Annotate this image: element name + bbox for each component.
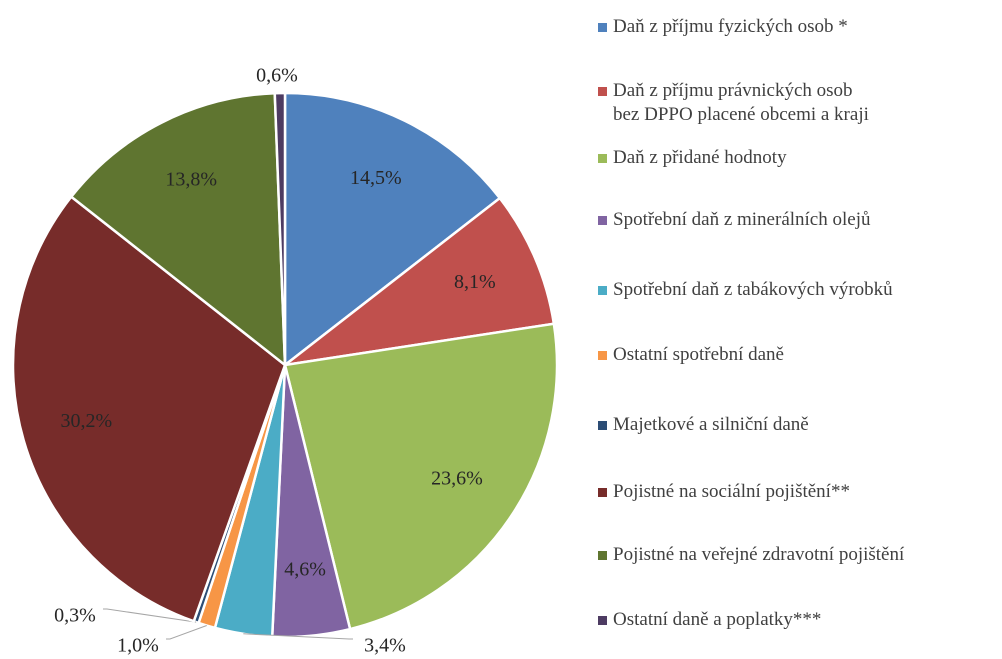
pie-slice: [283, 322, 559, 631]
pie-slice: [283, 91, 502, 368]
leader-line: [166, 625, 207, 640]
legend-item: Majetkové a silniční daně: [598, 413, 809, 437]
legend-item: Pojistné na veřejné zdravotní pojištění: [598, 543, 904, 567]
leader-line: [103, 608, 197, 623]
data-label: 30,2%: [61, 410, 113, 432]
legend-item: Spotřební daň z minerálních olejů: [598, 208, 870, 232]
legend-swatch: [598, 154, 607, 163]
data-label: 4,6%: [284, 558, 326, 580]
pie-slice: [273, 91, 287, 366]
legend-label: Daň z přidané hodnoty: [613, 147, 787, 168]
data-label: 23,6%: [431, 467, 483, 489]
legend-item: Daň z příjmu fyzických osob *: [598, 15, 848, 39]
data-label: 14,5%: [350, 167, 402, 189]
legend-swatch: [598, 421, 607, 430]
pie-slice: [280, 196, 556, 367]
legend-label: Daň z příjmu fyzických osob *: [613, 16, 848, 37]
legend-item: Pojistné na sociální pojištění**: [598, 480, 850, 504]
legend-swatch: [598, 216, 607, 225]
legend-swatch: [598, 286, 607, 295]
legend-item: Ostatní daně a poplatky***: [598, 608, 821, 632]
legend-label: Majetkové a silniční daně: [613, 414, 809, 435]
legend-item: Ostatní spotřební daně: [598, 343, 784, 367]
legend-label: Ostatní spotřební daně: [613, 344, 784, 365]
legend-label: Pojistné na sociální pojištění**: [613, 481, 850, 502]
legend-swatch: [598, 488, 607, 497]
legend-swatch: [598, 23, 607, 32]
legend-label: Spotřební daň z minerálních olejů: [613, 209, 871, 230]
legend-swatch: [598, 616, 607, 625]
legend-swatch: [598, 551, 607, 560]
data-label: 13,8%: [165, 168, 217, 190]
data-label: 1,0%: [117, 635, 159, 657]
leader-line: [243, 633, 353, 640]
legend-label: Pojistné na veřejné zdravotní pojištění: [613, 544, 905, 565]
legend-item: Daň z příjmu právnických osob bez DPPO p…: [598, 79, 869, 127]
legend-label: Spotřební daň z tabákových výrobků: [613, 279, 893, 300]
legend-swatch: [598, 87, 607, 96]
legend-item: Spotřební daň z tabákových výrobků: [598, 278, 893, 302]
data-label: 8,1%: [454, 271, 496, 293]
pie-slice: [11, 194, 287, 623]
legend-item: Daň z přidané hodnoty: [598, 146, 787, 170]
legend: Daň z příjmu fyzických osob * Daň z příjm…: [598, 0, 1002, 659]
pie-chart: 14,5% 8,1% 23,6% 4,6% 3,4% 1,0% 0,3% 30,2% 13,8%…: [11, 65, 559, 657]
legend-label: Ostatní daně a poplatky***: [613, 609, 822, 630]
legend-swatch: [598, 351, 607, 360]
data-label: 0,6%: [256, 65, 298, 87]
pie-slice: [69, 91, 287, 368]
data-label: 0,3%: [54, 605, 96, 627]
data-label: 3,4%: [364, 635, 406, 657]
legend-label: Daň z příjmu právnických osob bez DPPO p…: [613, 80, 869, 125]
